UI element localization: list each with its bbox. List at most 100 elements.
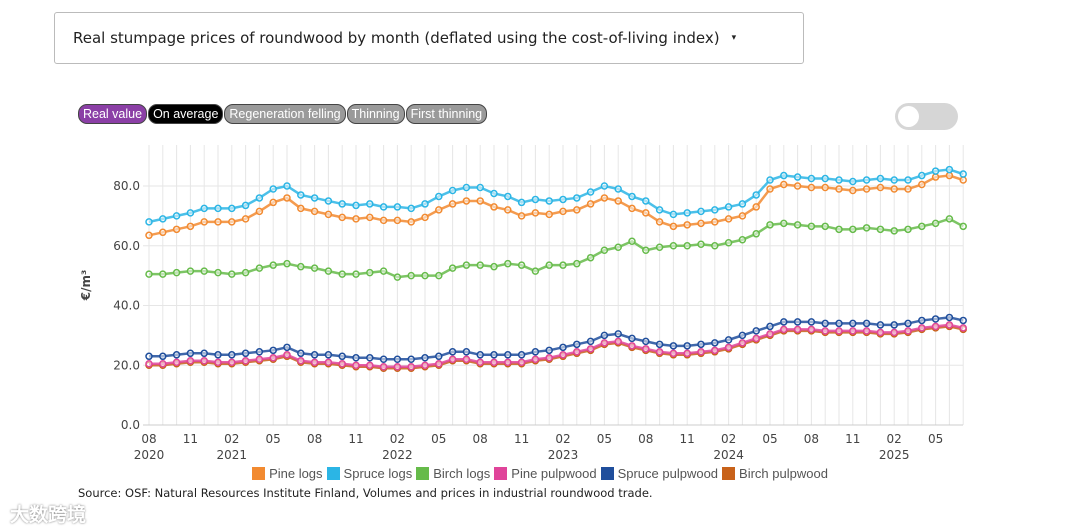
data-point-pine-pulpwood	[724, 343, 733, 352]
data-point-birch-logs	[476, 261, 484, 269]
data-point-birch-logs	[959, 222, 967, 231]
data-point-spruce-pulpwood	[931, 315, 940, 323]
legend-swatch	[416, 467, 430, 480]
dataset-dropdown[interactable]: Real stumpage prices of roundwood by mon…	[54, 12, 804, 64]
data-point-birch-logs	[793, 221, 802, 229]
data-point-birch-logs	[614, 243, 622, 251]
data-point-pine-logs	[821, 183, 829, 192]
y-tick-label: 40.0	[113, 299, 140, 313]
data-point-spruce-logs	[241, 201, 250, 210]
legend-item-spruce-pulpwood[interactable]: Spruce pulpwood	[600, 466, 719, 481]
data-point-spruce-pulpwood	[462, 348, 471, 356]
data-point-spruce-logs	[628, 192, 636, 201]
data-point-spruce-pulpwood	[793, 318, 802, 326]
data-point-birch-logs	[379, 267, 388, 275]
data-point-spruce-pulpwood	[724, 336, 733, 344]
data-point-spruce-logs	[793, 173, 802, 181]
data-point-birch-logs	[586, 253, 595, 262]
pill-thinning[interactable]: Thinning	[346, 104, 405, 124]
data-point-spruce-logs	[490, 189, 498, 198]
data-point-birch-logs	[462, 261, 471, 269]
data-point-spruce-logs	[697, 207, 705, 216]
y-tick-label: 20.0	[113, 358, 140, 372]
legend-item-pine-logs[interactable]: Pine logs	[252, 466, 323, 481]
data-point-pine-logs	[876, 183, 885, 192]
data-point-spruce-pulpwood	[862, 319, 871, 328]
line-chart: 0.0 20.0 40.0 60.0 80.0 €/m³ 08 11 02 05 08 11 02 05 0…	[79, 145, 967, 462]
data-point-pine-logs	[766, 185, 774, 193]
pill-first-thinning[interactable]: First thinning	[405, 104, 488, 124]
data-point-birch-logs	[145, 270, 153, 278]
data-point-pine-logs	[545, 210, 553, 219]
data-point-pine-pulpwood	[752, 334, 760, 343]
x-tick-label: 11	[183, 432, 198, 446]
data-point-birch-logs	[835, 225, 843, 234]
data-point-pine-pulpwood	[780, 325, 788, 334]
toggle-switch[interactable]	[895, 103, 958, 130]
data-point-pine-logs	[297, 204, 305, 213]
data-point-pine-logs	[931, 173, 940, 181]
data-point-pine-logs	[186, 222, 195, 231]
data-point-pine-logs	[172, 225, 181, 234]
data-point-pine-logs	[269, 198, 277, 207]
data-point-spruce-pulpwood	[172, 351, 181, 359]
data-point-spruce-logs	[255, 194, 264, 202]
legend-item-pine-pulpwood[interactable]: Pine pulpwood	[494, 466, 597, 481]
data-point-spruce-pulpwood	[241, 349, 250, 358]
y-tick-label: 0.0	[121, 418, 140, 432]
pill-on-average[interactable]: On average	[148, 104, 224, 124]
x-tick-label: 02	[390, 432, 405, 446]
data-point-pine-logs	[531, 209, 540, 217]
data-point-pine-pulpwood	[586, 345, 595, 353]
x-tick-label: 02	[224, 432, 239, 446]
data-point-spruce-pulpwood	[849, 319, 857, 328]
data-point-pine-pulpwood	[876, 328, 885, 337]
data-point-pine-pulpwood	[172, 358, 181, 367]
legend-swatch	[252, 467, 266, 480]
data-point-pine-logs	[559, 207, 567, 216]
data-point-spruce-pulpwood	[517, 351, 526, 359]
data-point-pine-logs	[724, 215, 733, 223]
data-point-spruce-pulpwood	[504, 351, 512, 359]
legend-label: Spruce logs	[343, 466, 413, 481]
legend-item-birch-logs[interactable]: Birch logs	[416, 466, 490, 481]
data-point-birch-logs	[573, 259, 581, 268]
data-point-spruce-logs	[614, 185, 622, 193]
x-tick-label: 05	[597, 432, 612, 446]
data-point-pine-pulpwood	[862, 327, 871, 335]
data-point-pine-logs	[945, 171, 954, 180]
data-point-spruce-pulpwood	[642, 337, 650, 346]
data-point-spruce-logs	[159, 215, 167, 223]
data-point-birch-logs	[435, 271, 443, 280]
legend-swatch	[494, 467, 508, 480]
data-point-pine-pulpwood	[145, 360, 153, 368]
data-point-spruce-logs	[807, 174, 816, 183]
data-point-pine-pulpwood	[504, 358, 512, 367]
data-point-pine-logs	[338, 213, 346, 222]
data-point-spruce-logs	[366, 200, 374, 208]
x-year-label: 2022	[382, 448, 413, 462]
legend-item-birch-pulpwood[interactable]: Birch pulpwood	[722, 466, 828, 481]
pill-real-value[interactable]: Real value	[78, 104, 148, 124]
data-point-birch-logs	[241, 268, 250, 277]
data-point-spruce-pulpwood	[876, 321, 885, 329]
data-point-pine-pulpwood	[200, 357, 208, 365]
data-point-pine-pulpwood	[614, 337, 622, 346]
pill-regeneration-felling[interactable]: Regeneration felling	[224, 104, 346, 124]
data-point-pine-logs	[517, 212, 526, 220]
data-point-pine-pulpwood	[545, 354, 553, 362]
data-point-birch-logs	[711, 242, 719, 250]
data-point-spruce-pulpwood	[655, 340, 664, 349]
data-point-pine-pulpwood	[490, 358, 498, 367]
data-point-pine-logs	[283, 194, 291, 202]
data-point-pine-logs	[159, 228, 167, 237]
data-point-spruce-pulpwood	[752, 327, 760, 335]
data-point-pine-logs	[669, 222, 678, 231]
data-point-birch-logs	[172, 268, 181, 277]
data-point-pine-pulpwood	[766, 330, 774, 338]
data-point-pine-pulpwood	[890, 328, 898, 337]
data-point-spruce-logs	[448, 186, 457, 195]
data-point-birch-logs	[283, 259, 291, 268]
legend-label: Spruce pulpwood	[617, 466, 719, 481]
legend-item-spruce-logs[interactable]: Spruce logs	[326, 466, 413, 481]
